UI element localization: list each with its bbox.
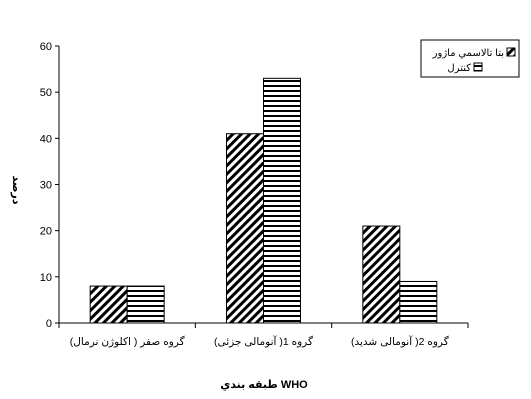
y-tick-label: 60 [40,41,52,53]
bar-control [263,77,301,324]
bar-thalassemia [226,133,264,324]
legend-label-thalassemia: بتا تالاسمي ماژور [432,48,504,59]
bar-thalassemia [362,225,401,324]
category-labels: گروه صفر ( اكلوژن نرمال) گروه 1( آنومالی … [70,335,449,348]
category-label: گروه 1( آنومالی جزئی) [214,335,313,348]
category-label: گروه صفر ( اكلوژن نرمال) [70,335,185,348]
x-axis-title: طبقه بندي WHO [220,379,308,391]
bar-thalassemia [89,285,128,324]
bars-layer [89,77,438,324]
y-tick-label: 10 [40,272,52,284]
y-axis-title: درصد [10,176,22,205]
y-tick-label: 50 [40,87,52,99]
y-tick-label: 0 [46,318,52,330]
x-ticks [58,323,469,328]
y-tick-label: 30 [40,180,52,192]
legend: بتا تالاسمي ماژور كنترل [420,39,520,78]
category-label: گروه 2( آنومالی شدید) [351,335,449,348]
y-tick-label: 20 [40,226,52,238]
legend-swatch-thalassemia [506,47,516,57]
legend-label-control: كنترل [447,63,471,74]
bar-control [399,280,438,324]
y-ticks: 0 10 20 30 40 50 60 [40,41,59,330]
y-tick-label: 40 [40,133,52,145]
legend-swatch-control [473,62,483,72]
legend-box [420,39,520,78]
bar-control [126,285,165,324]
